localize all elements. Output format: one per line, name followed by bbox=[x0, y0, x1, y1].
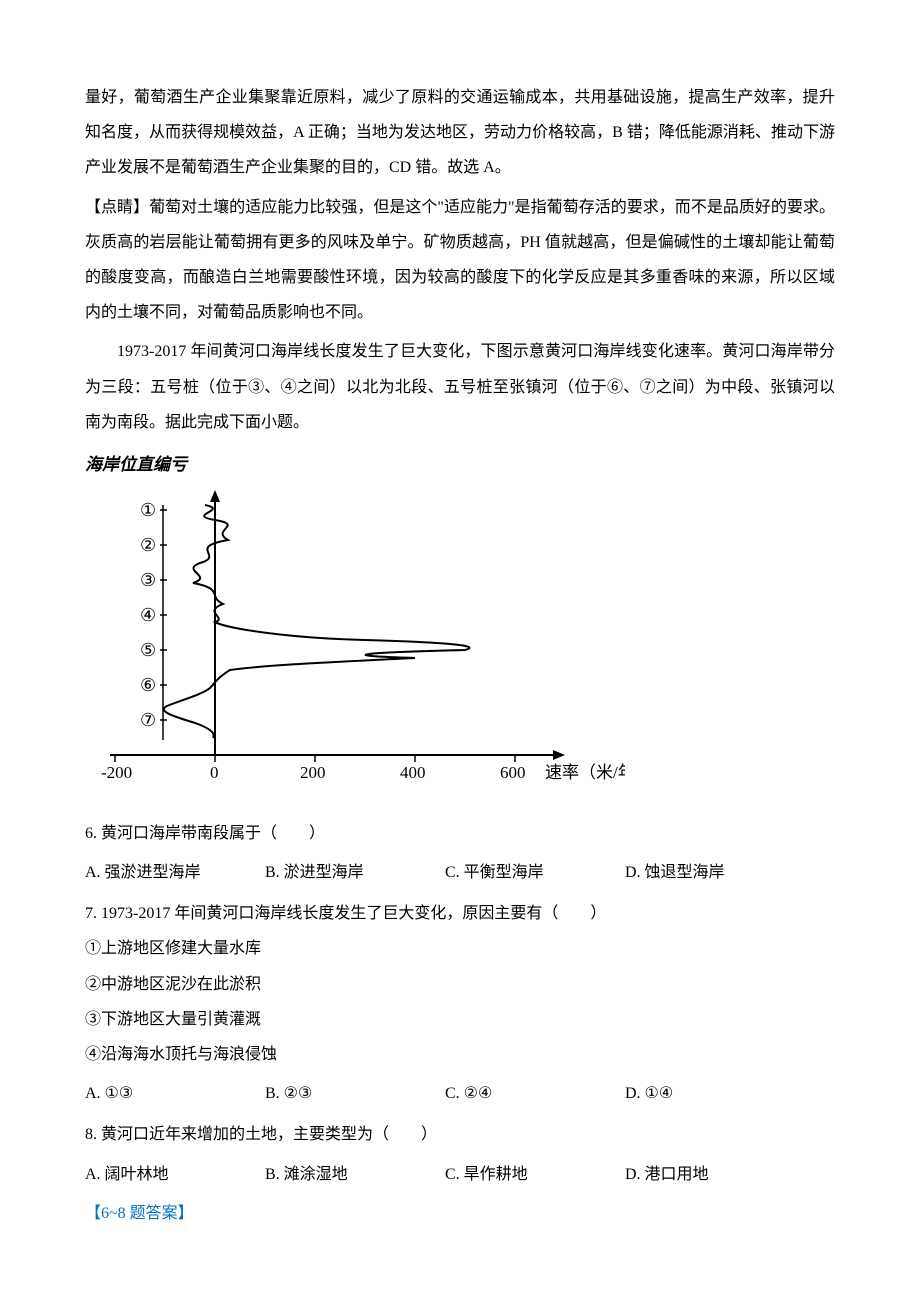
explanation-paragraph-1: 量好，葡萄酒生产企业集聚靠近原料，减少了原料的交通运输成本，共用基础设施，提高生… bbox=[85, 80, 835, 186]
question-6-stem: 6. 黄河口海岸带南段属于（ ） bbox=[85, 816, 835, 851]
svg-text:600: 600 bbox=[500, 763, 526, 782]
q7-item-1: ①上游地区修建大量水库 bbox=[85, 931, 835, 966]
svg-text:⑥: ⑥ bbox=[140, 675, 156, 695]
question-6-options: A. 强淤进型海岸 B. 淤进型海岸 C. 平衡型海岸 D. 蚀退型海岸 bbox=[85, 855, 835, 890]
q8-option-c: C. 旱作耕地 bbox=[445, 1157, 625, 1192]
svg-text:⑦: ⑦ bbox=[140, 710, 156, 730]
q6-option-a: A. 强淤进型海岸 bbox=[85, 855, 265, 890]
svg-text:①: ① bbox=[140, 500, 156, 520]
q7-item-2: ②中游地区泥沙在此淤积 bbox=[85, 967, 835, 1002]
svg-text:400: 400 bbox=[400, 763, 426, 782]
explanation-paragraph-2: 【点睛】葡萄对土壤的适应能力比较强，但是这个"适应能力"是指葡萄存活的要求，而不… bbox=[85, 190, 835, 331]
coastline-rate-chart: ① ② ③ ④ ⑤ ⑥ ⑦ -200 0 200 400 600 速率（米/年 bbox=[85, 480, 625, 810]
svg-text:0: 0 bbox=[210, 763, 219, 782]
question-7-options: A. ①③ B. ②③ C. ②④ D. ①④ bbox=[85, 1076, 835, 1111]
svg-text:③: ③ bbox=[140, 570, 156, 590]
question-8-options: A. 阔叶林地 B. 滩涂湿地 C. 旱作耕地 D. 港口用地 bbox=[85, 1157, 835, 1192]
q7-option-c: C. ②④ bbox=[445, 1076, 625, 1111]
answer-key-label: 【6~8 题答案】 bbox=[85, 1196, 835, 1231]
q6-option-b: B. 淤进型海岸 bbox=[265, 855, 445, 890]
context-paragraph: 1973-2017 年间黄河口海岸线长度发生了巨大变化，下图示意黄河口海岸线变化… bbox=[85, 334, 835, 440]
question-7-stem: 7. 1973-2017 年间黄河口海岸线长度发生了巨大变化，原因主要有（ ） bbox=[85, 896, 835, 931]
q6-option-c: C. 平衡型海岸 bbox=[445, 855, 625, 890]
svg-text:200: 200 bbox=[300, 763, 326, 782]
svg-text:-200: -200 bbox=[101, 763, 132, 782]
svg-text:⑤: ⑤ bbox=[140, 640, 156, 660]
question-8-stem: 8. 黄河口近年来增加的土地，主要类型为（ ） bbox=[85, 1117, 835, 1152]
q8-option-a: A. 阔叶林地 bbox=[85, 1157, 265, 1192]
q7-option-d: D. ①④ bbox=[625, 1076, 805, 1111]
q8-option-d: D. 港口用地 bbox=[625, 1157, 805, 1192]
q7-item-3: ③下游地区大量引黄灌溉 bbox=[85, 1002, 835, 1037]
q7-option-a: A. ①③ bbox=[85, 1076, 265, 1111]
svg-text:速率（米/年: 速率（米/年 bbox=[545, 763, 625, 782]
svg-text:④: ④ bbox=[140, 605, 156, 625]
chart-title: 海岸位直编亏 bbox=[85, 450, 835, 475]
q7-option-b: B. ②③ bbox=[265, 1076, 445, 1111]
q7-item-4: ④沿海海水顶托与海浪侵蚀 bbox=[85, 1037, 835, 1072]
q6-option-d: D. 蚀退型海岸 bbox=[625, 855, 805, 890]
q8-option-b: B. 滩涂湿地 bbox=[265, 1157, 445, 1192]
svg-text:②: ② bbox=[140, 535, 156, 555]
